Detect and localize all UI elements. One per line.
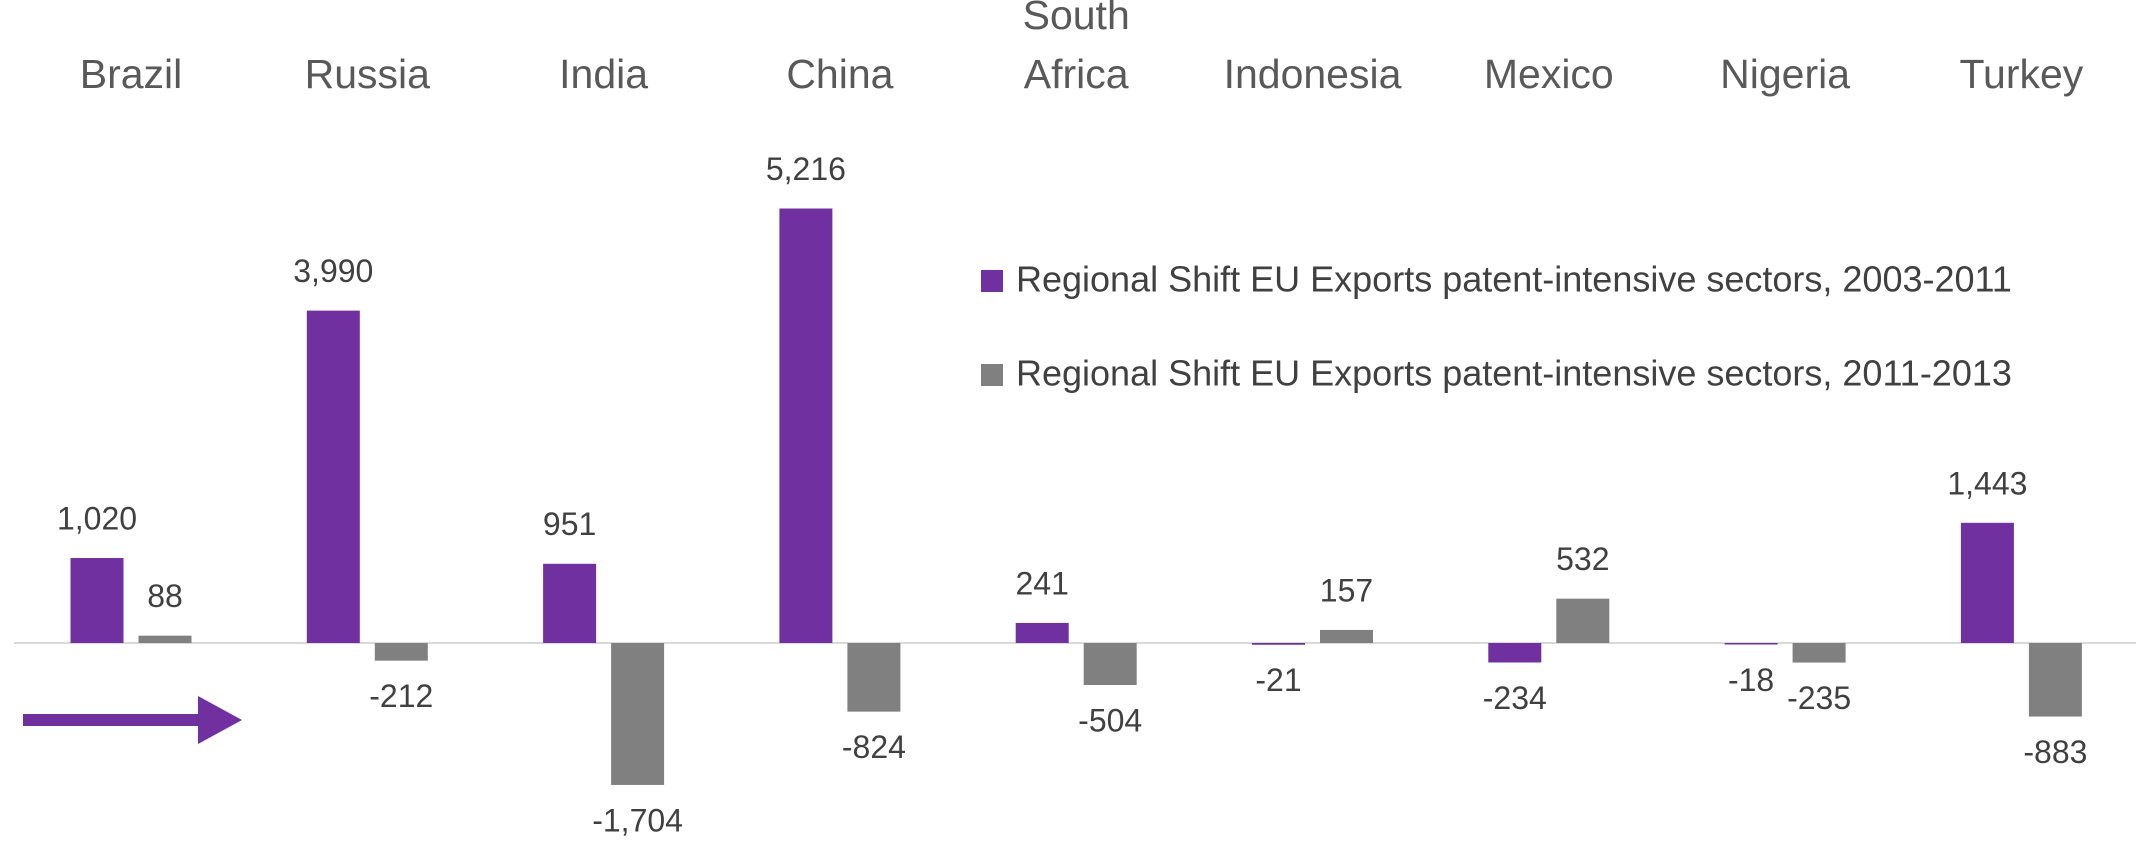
bar [779, 208, 833, 643]
data-label: -18 [1728, 662, 1774, 698]
data-label: -883 [2023, 734, 2087, 770]
bar [306, 310, 360, 643]
bar [138, 635, 192, 643]
bar [1015, 622, 1069, 643]
data-label: 5,216 [766, 151, 846, 187]
category-label: Brazil [79, 51, 183, 97]
bar [1556, 598, 1610, 643]
data-label: 3,990 [293, 253, 373, 289]
data-label: 1,020 [57, 500, 137, 536]
data-label: -21 [1255, 662, 1301, 698]
category-label: Turkey [1959, 51, 2084, 97]
bar [1724, 643, 1778, 645]
legend-swatch [981, 364, 1003, 386]
bar [1252, 643, 1305, 645]
data-label: 241 [1016, 565, 1069, 601]
data-label: -235 [1787, 680, 1851, 716]
legend-label: Regional Shift EU Exports patent-intensi… [1016, 353, 2012, 394]
arrow [23, 696, 242, 744]
data-label: 88 [147, 578, 183, 614]
bar [611, 643, 665, 785]
data-label: -1,704 [592, 802, 683, 838]
legend-swatch [981, 270, 1003, 292]
data-label: 157 [1320, 572, 1373, 608]
bar [1083, 643, 1137, 685]
legend-label: Regional Shift EU Exports patent-intensi… [1016, 259, 2012, 300]
bar [1960, 522, 2014, 643]
bar [2028, 643, 2082, 717]
data-label: -234 [1483, 680, 1547, 716]
data-label: 951 [543, 506, 596, 542]
data-label: 532 [1556, 541, 1609, 577]
bar [1488, 643, 1542, 663]
data-label: 1,443 [1947, 465, 2027, 501]
bar [1320, 629, 1373, 643]
category-label: South Africa [1022, 0, 1130, 97]
category-label: India [559, 51, 649, 97]
category-label: Nigeria [1720, 51, 1851, 97]
bar [1792, 643, 1846, 663]
data-label: -212 [369, 678, 433, 714]
category-label: Indonesia [1223, 51, 1402, 97]
bar [543, 563, 597, 643]
category-label: Mexico [1483, 51, 1614, 97]
bar [847, 643, 901, 712]
data-label: -824 [842, 729, 906, 765]
bar [374, 643, 428, 661]
data-label: -504 [1078, 702, 1142, 738]
category-label: China [786, 51, 894, 97]
bar [70, 558, 124, 643]
category-label: Russia [304, 51, 430, 97]
